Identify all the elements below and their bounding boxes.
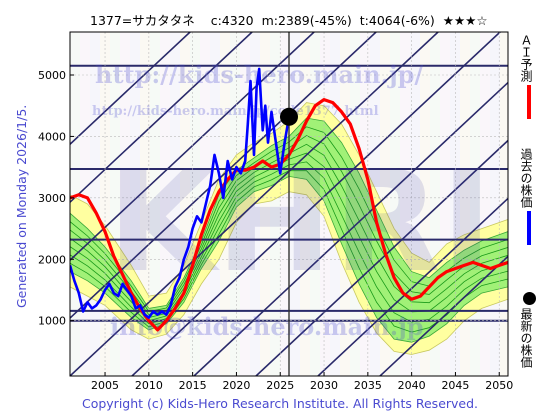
legend-latest-label: 最新の株価 (519, 308, 533, 368)
y-axis-ticks: 1000 2000 3000 4000 5000 (38, 69, 74, 328)
y-tick-label: 4000 (38, 130, 66, 143)
tint-stripe (130, 32, 140, 376)
legend-past-price: 過去の株価 (519, 148, 539, 245)
rating-stars: ★★★☆ (442, 13, 488, 28)
tint-stripe (430, 32, 440, 376)
diagonal-trend-lines (70, 32, 508, 376)
legend-latest-price: 最新の株価 (519, 292, 539, 368)
legend-ai-label: ＡＩ予測 (519, 34, 533, 82)
tint-stripe (400, 32, 410, 376)
diagonal-line (70, 32, 315, 262)
tint-stripe (390, 32, 400, 376)
tint-stripe (170, 32, 180, 376)
x-tick-label: 2035 (354, 379, 382, 392)
plot-border (69, 31, 509, 377)
current-price-dot (280, 107, 298, 126)
x-tick-label: 2050 (485, 379, 513, 392)
x-tick-label: 2010 (135, 379, 163, 392)
tint-stripe (280, 32, 290, 376)
diagonal-line (70, 32, 377, 320)
tint-stripe (420, 32, 430, 376)
stock-code-name: 1377=サカタタネ (90, 13, 195, 28)
tint-stripe (270, 32, 280, 376)
legend-past-swatch (527, 211, 531, 245)
tint-stripe (150, 32, 160, 376)
tint-stripe (490, 32, 500, 376)
diagonal-line (70, 32, 253, 204)
tint-stripe (290, 32, 300, 376)
tint-stripe (90, 32, 100, 376)
generated-label: Generated on Monday 2026/1/5. (14, 104, 29, 308)
x-tick-label: 2040 (398, 379, 426, 392)
tint-stripe (410, 32, 420, 376)
chart-header: 1377=サカタタネ c:4320 m:2389(-45%) t:4064(-6… (90, 10, 488, 29)
tint-stripe (440, 32, 450, 376)
x-tick-label: 2020 (222, 379, 250, 392)
target-price: t:4064(-6%) (359, 13, 435, 28)
tint-stripe (470, 32, 480, 376)
x-tick-label: 2045 (441, 379, 469, 392)
current-price: c:4320 (210, 13, 254, 28)
diagonal-line (70, 32, 439, 376)
y-tick-label: 3000 (38, 192, 66, 205)
x-tick-label: 2015 (179, 379, 207, 392)
y-tick-label: 2000 (38, 253, 66, 266)
legend-ai-swatch (527, 85, 531, 119)
tint-stripe (450, 32, 460, 376)
tint-stripe (140, 32, 150, 376)
legend-past-label: 過去の株価 (519, 148, 533, 208)
x-tick-label: 2025 (266, 379, 294, 392)
watermark-page: http://kids-hero.main.jp/code1377.html (92, 104, 379, 119)
tint-stripe (190, 32, 200, 376)
watermark-email: info@kids-hero.main.jp (110, 312, 424, 341)
tint-stripe (160, 32, 170, 376)
current-price-marker (280, 107, 298, 126)
tint-stripe (120, 32, 130, 376)
tint-stripe (500, 32, 508, 376)
legend-ai-forecast: ＡＩ予測 (519, 34, 539, 119)
diagonal-line (317, 197, 508, 376)
y-tick-label: 1000 (38, 315, 66, 328)
series-past-price (70, 67, 291, 319)
diagonal-line (193, 81, 508, 376)
copyright-footer: Copyright (c) Kids-Hero Research Institu… (81, 396, 479, 411)
min-price: m:2389(-45%) (261, 13, 352, 28)
tint-stripe (180, 32, 190, 376)
tint-stripe (460, 32, 470, 376)
diagonal-line (131, 32, 501, 376)
tint-stripe (380, 32, 390, 376)
x-tick-label: 2005 (91, 379, 119, 392)
gridlines (70, 32, 508, 376)
y-tick-label: 5000 (38, 69, 66, 82)
diagonal-line (255, 139, 508, 376)
tint-stripe (110, 32, 120, 376)
diagonal-line (70, 32, 191, 146)
x-tick-label: 2030 (310, 379, 338, 392)
watermark-logo: KHRI (107, 141, 493, 304)
tint-stripe (480, 32, 490, 376)
x-axis-ticks: 2005 2010 2015 2020 2025 2030 2035 2040 2045 2050 (91, 372, 513, 392)
tint-stripe (300, 32, 310, 376)
diagonal-line (379, 255, 508, 376)
legend-latest-dot-icon (522, 292, 536, 305)
tint-stripe (260, 32, 270, 376)
